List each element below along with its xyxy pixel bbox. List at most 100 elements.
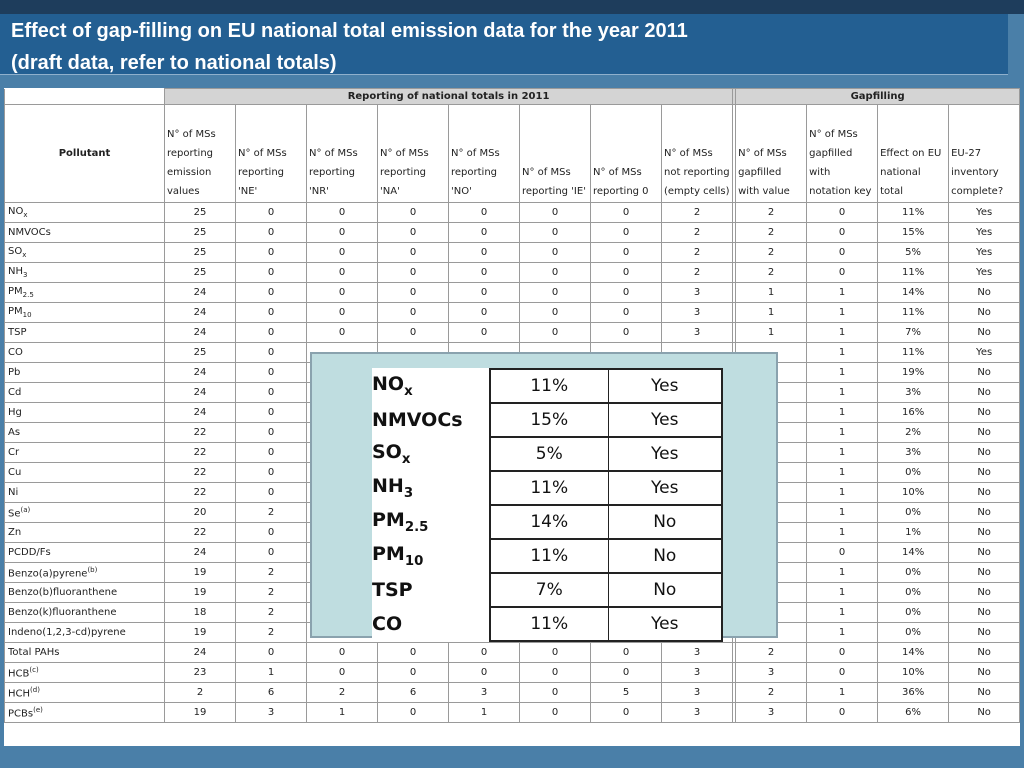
value-cell: 0 bbox=[590, 302, 662, 323]
value-cell: 22 bbox=[164, 422, 236, 443]
value-cell: 0 bbox=[806, 202, 879, 223]
value-cell: 1 bbox=[806, 562, 879, 583]
value-cell: No bbox=[948, 622, 1021, 643]
column-header: EU-27 inventory complete? bbox=[948, 104, 1021, 203]
value-cell: 0 bbox=[235, 522, 307, 543]
value-cell: 2 bbox=[235, 502, 307, 523]
value-cell: 0% bbox=[877, 622, 950, 643]
callout-effect: 5% bbox=[489, 436, 609, 471]
table-row: NMVOCs 25 0 0 0 0 0 0 2 2 0 15% Yes bbox=[4, 222, 1021, 243]
value-cell: 0 bbox=[306, 322, 378, 343]
callout-pollutant: NOx bbox=[372, 369, 490, 403]
value-cell: 24 bbox=[164, 282, 236, 303]
callout-effect: 11% bbox=[489, 368, 609, 403]
callout-complete: Yes bbox=[608, 606, 723, 642]
value-cell: 0 bbox=[377, 282, 449, 303]
callout-row: NMVOCs 15% Yes bbox=[372, 402, 723, 437]
value-cell: 0 bbox=[806, 242, 879, 263]
table-row: HCH(d) 2 6 2 6 3 0 5 3 2 1 36% No bbox=[4, 682, 1021, 703]
value-cell: 0 bbox=[235, 222, 307, 243]
pollutant-cell: Ni bbox=[4, 482, 165, 503]
value-cell: 19 bbox=[164, 622, 236, 643]
value-cell: 0 bbox=[590, 642, 662, 663]
value-cell: 0 bbox=[235, 202, 307, 223]
callout-pollutant: PM2.5 bbox=[372, 505, 490, 539]
pollutant-cell: Benzo(k)fluoranthene bbox=[4, 602, 165, 623]
table-row: PM10 24 0 0 0 0 0 0 3 1 1 11% No bbox=[4, 302, 1021, 323]
value-cell: 2 bbox=[235, 582, 307, 603]
value-cell: 14% bbox=[877, 282, 950, 303]
pollutant-footnote: (e) bbox=[33, 705, 43, 714]
value-cell: 0 bbox=[235, 382, 307, 403]
callout-complete: No bbox=[608, 572, 723, 607]
value-cell: 2 bbox=[164, 682, 236, 703]
callout-complete: Yes bbox=[608, 436, 723, 471]
value-cell: 25 bbox=[164, 262, 236, 283]
value-cell: 1 bbox=[306, 702, 378, 723]
value-cell: 1% bbox=[877, 522, 950, 543]
value-cell: 11% bbox=[877, 202, 950, 223]
pollutant-name: PM bbox=[8, 286, 23, 297]
value-cell: 2 bbox=[235, 562, 307, 583]
pollutant-cell: PCDD/Fs bbox=[4, 542, 165, 563]
value-cell: 1 bbox=[806, 302, 879, 323]
value-cell: 25 bbox=[164, 342, 236, 363]
value-cell: 11% bbox=[877, 342, 950, 363]
pollutant-cell: Cd bbox=[4, 382, 165, 403]
callout-complete: No bbox=[608, 504, 723, 539]
value-cell: 19 bbox=[164, 562, 236, 583]
callout-row: PM10 11% No bbox=[372, 538, 723, 573]
value-cell: 0 bbox=[235, 342, 307, 363]
value-cell: 3 bbox=[448, 682, 520, 703]
value-cell: 0 bbox=[448, 222, 520, 243]
value-cell: 22 bbox=[164, 442, 236, 463]
pollutant-subscript: 10 bbox=[22, 311, 32, 319]
callout-complete: Yes bbox=[608, 402, 723, 437]
callout-pollutant: NMVOCs bbox=[372, 403, 490, 437]
value-cell: 19% bbox=[877, 362, 950, 383]
callout-pollutant: PM10 bbox=[372, 539, 490, 573]
value-cell: No bbox=[948, 662, 1021, 683]
column-header: N° of MSs gapfilled with notation key bbox=[806, 104, 879, 203]
slide-title-line-1: Effect of gap-filling on EU national tot… bbox=[11, 20, 688, 42]
pollutant-cell: As bbox=[4, 422, 165, 443]
value-cell: 0 bbox=[519, 302, 591, 323]
value-cell: 25 bbox=[164, 242, 236, 263]
value-cell: 0 bbox=[235, 642, 307, 663]
pollutant-name: Ni bbox=[8, 487, 19, 498]
pollutant-name: NMVOCs bbox=[8, 227, 51, 238]
pollutant-name: CO bbox=[372, 613, 403, 635]
value-cell: 11% bbox=[877, 302, 950, 323]
pollutant-name: Zn bbox=[8, 527, 22, 538]
value-cell: 6 bbox=[377, 682, 449, 703]
value-cell: 0 bbox=[519, 222, 591, 243]
pollutant-cell: PM10 bbox=[4, 302, 165, 323]
pollutant-name: HCB bbox=[8, 668, 30, 680]
value-cell: 0 bbox=[306, 262, 378, 283]
value-cell: 0 bbox=[448, 642, 520, 663]
callout-effect: 14% bbox=[489, 504, 609, 539]
callout-row: SOx 5% Yes bbox=[372, 436, 723, 471]
value-cell: 0 bbox=[235, 482, 307, 503]
pollutant-name: NMVOCs bbox=[372, 409, 463, 431]
pollutant-footnote: (c) bbox=[29, 665, 39, 674]
value-cell: 1 bbox=[806, 382, 879, 403]
value-cell: 0 bbox=[306, 202, 378, 223]
value-cell: 2 bbox=[735, 262, 808, 283]
value-cell: No bbox=[948, 582, 1021, 603]
value-cell: 0 bbox=[448, 282, 520, 303]
value-cell: 2 bbox=[735, 682, 808, 703]
top-band bbox=[0, 0, 1024, 14]
value-cell: 19 bbox=[164, 702, 236, 723]
group-header-gapfilling: Gapfilling bbox=[735, 88, 1021, 105]
pollutant-cell: PCBs(e) bbox=[4, 702, 165, 723]
value-cell: 0 bbox=[306, 282, 378, 303]
value-cell: 2 bbox=[735, 242, 808, 263]
callout-pollutant: CO bbox=[372, 607, 490, 641]
value-cell: 1 bbox=[735, 302, 808, 323]
column-header: N° of MSs not reporting (empty cells) bbox=[660, 104, 734, 203]
callout-complete: Yes bbox=[608, 470, 723, 505]
value-cell: 0 bbox=[306, 642, 378, 663]
value-cell: No bbox=[948, 522, 1021, 543]
value-cell: 3 bbox=[660, 322, 734, 343]
